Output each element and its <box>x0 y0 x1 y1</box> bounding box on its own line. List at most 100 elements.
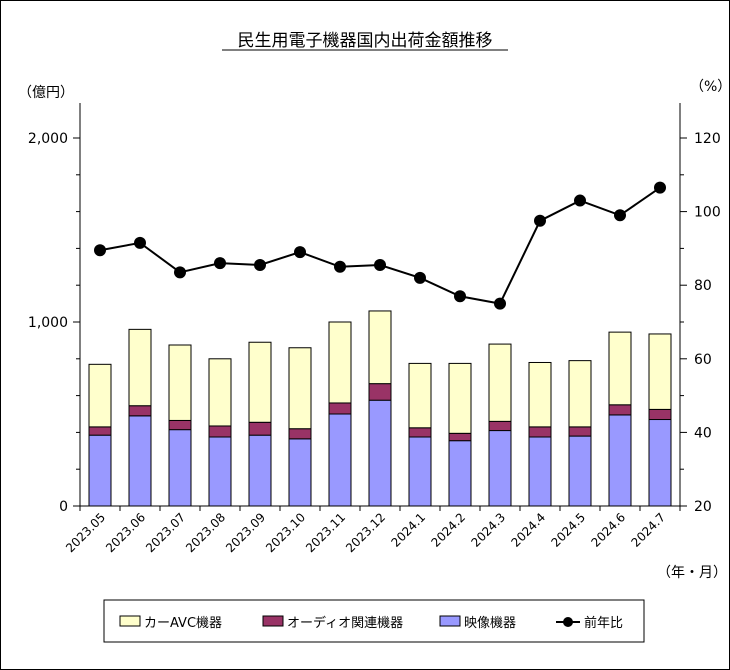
x-axis-tick-label: 2024.6 <box>589 510 629 550</box>
bar-segment <box>248 341 272 423</box>
line-series-point <box>614 209 626 222</box>
x-axis-tick-label: 2023.10 <box>263 510 308 555</box>
bar-segment <box>528 426 552 438</box>
line-series-point <box>494 297 506 310</box>
right-axis-tick-label: 120 <box>694 131 721 147</box>
bar-segment <box>568 426 592 437</box>
legend-marker <box>563 617 573 627</box>
line-series-point <box>94 244 106 257</box>
bar-segment <box>248 421 272 436</box>
x-axis-tick-label: 2023.05 <box>63 510 108 555</box>
line-series-point <box>254 258 266 271</box>
bar-segment <box>368 383 392 401</box>
line-series-point <box>534 214 546 227</box>
x-axis-tick-label: 2023.09 <box>223 510 268 555</box>
bar-segment <box>608 331 632 406</box>
x-axis-tick-label: 2023.08 <box>183 510 228 555</box>
x-axis-tick-label: 2024.5 <box>549 510 589 550</box>
bar-segment <box>648 333 672 410</box>
bar-segment <box>408 427 432 438</box>
bar-segment <box>368 310 392 385</box>
bar-segment <box>88 363 112 428</box>
bar-segment <box>288 438 312 507</box>
line-series-point <box>174 266 186 279</box>
line-series-point <box>214 257 226 270</box>
bar-segment <box>608 414 632 507</box>
bar-segment <box>248 434 272 507</box>
right-axis-unit: （%） <box>690 79 730 95</box>
bar-segment <box>168 429 192 507</box>
bar-segment <box>648 408 672 421</box>
left-axis-tick-label: 0 <box>59 499 68 515</box>
bars-group <box>88 310 672 507</box>
bar-segment <box>128 328 152 407</box>
x-axis-tick-label: 2024.3 <box>469 510 509 550</box>
line-series-point <box>134 236 146 249</box>
bar-segment <box>168 419 192 431</box>
line-series-point <box>574 194 586 207</box>
bar-segment <box>608 404 632 416</box>
legend-label: カーAVC機器 <box>144 616 222 631</box>
x-axis-tick-label: 2024.7 <box>629 510 669 550</box>
bar-segment <box>488 343 512 422</box>
legend-box <box>103 599 645 643</box>
right-axis-tick-label: 40 <box>694 425 712 441</box>
left-axis-unit: （億円） <box>18 85 74 101</box>
line-series-point <box>414 271 426 284</box>
line-series-path <box>99 186 661 305</box>
left-axis-tick-label: 2,000 <box>28 131 68 147</box>
left-axis-tick-label: 1,000 <box>28 315 68 331</box>
line-series-group <box>94 181 666 310</box>
bar-segment <box>208 436 232 507</box>
chart-title: 民生用電子機器国内出荷金額推移 <box>238 31 493 51</box>
x-axis-tick-label: 2023.11 <box>303 510 348 555</box>
bar-segment <box>128 415 152 507</box>
legend-label: 映像機器 <box>464 616 516 631</box>
bar-segment <box>328 413 352 507</box>
bar-segment <box>488 430 512 507</box>
bar-segment <box>528 436 552 507</box>
x-axis-tick-label: 2024.1 <box>389 510 429 550</box>
bar-segment <box>328 321 352 404</box>
x-axis-tick-label: 2023.12 <box>343 510 388 555</box>
line-series-point <box>334 260 346 273</box>
bar-segment <box>288 428 312 440</box>
right-axis-tick-label: 20 <box>694 499 712 515</box>
legend-swatch <box>119 615 141 627</box>
legend-swatch <box>262 615 284 627</box>
legend: カーAVC機器 オーディオ関連機器 映像機器 前年比 <box>103 599 645 643</box>
bar-segment <box>288 347 312 430</box>
bar-segment <box>408 362 432 429</box>
bar-segment <box>528 361 552 428</box>
x-axis-tick-label: 2023.07 <box>143 510 188 555</box>
legend-swatch <box>439 615 461 627</box>
bar-segment <box>88 434 112 507</box>
bar-segment <box>368 399 392 507</box>
legend-label: オーディオ関連機器 <box>287 615 403 631</box>
bar-segment <box>448 362 472 434</box>
legend-label: 前年比 <box>584 615 623 631</box>
x-axis-unit: （年・月） <box>657 565 727 581</box>
line-series-point <box>374 258 386 271</box>
bar-segment <box>168 344 192 421</box>
bar-segment <box>208 425 232 438</box>
bar-segment <box>448 440 472 507</box>
bar-segment <box>408 436 432 507</box>
bar-segment <box>648 419 672 507</box>
line-series-point <box>654 181 666 194</box>
right-axis-tick-label: 100 <box>694 205 721 221</box>
right-axis-tick-label: 80 <box>694 278 712 294</box>
bar-segment <box>328 402 352 415</box>
bar-segment <box>568 360 592 428</box>
line-series-point <box>454 290 466 303</box>
bar-segment <box>128 405 152 417</box>
x-axis-tick-label: 2024.2 <box>429 510 469 550</box>
bar-segment <box>88 426 112 436</box>
bar-segment <box>488 420 512 432</box>
bar-segment <box>448 432 472 442</box>
bar-segment <box>568 435 592 507</box>
x-axis-tick-label: 2024.4 <box>509 510 549 550</box>
x-axis-tick-label: 2023.06 <box>103 510 148 555</box>
